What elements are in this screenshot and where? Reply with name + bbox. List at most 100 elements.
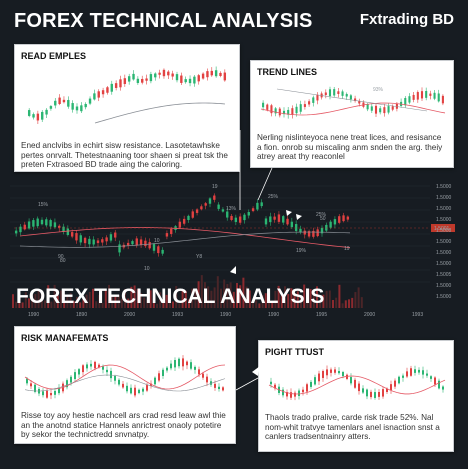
volume-bar: [322, 294, 325, 308]
volume-bar: [280, 294, 283, 308]
candle: [171, 73, 174, 77]
candle: [136, 78, 140, 83]
candle: [200, 206, 203, 210]
chart-annotation: 25%: [268, 194, 279, 200]
axis-tick-label: 1.5000: [436, 294, 452, 300]
candle: [316, 229, 319, 237]
candle: [197, 75, 200, 82]
volume-bar: [82, 299, 85, 308]
volume-bar: [184, 290, 187, 308]
volume-bar: [76, 296, 78, 308]
volume-bar: [264, 293, 267, 308]
volume-bar: [245, 286, 248, 308]
volume-bar: [12, 294, 14, 308]
volume-bar: [140, 292, 142, 308]
candle: [30, 383, 32, 387]
candle: [32, 114, 35, 118]
candle: [132, 73, 135, 80]
trend-lines-title: TREND LINES: [257, 67, 318, 77]
candle: [394, 380, 396, 387]
candle: [131, 241, 134, 245]
candle: [328, 89, 332, 97]
volume-bar: [338, 284, 341, 308]
candle: [86, 364, 88, 369]
candle: [58, 388, 60, 394]
volume-bar: [60, 290, 62, 308]
volume-bar: [50, 301, 53, 308]
candle: [175, 74, 179, 81]
candle: [414, 369, 416, 373]
candle: [62, 226, 65, 232]
candle: [294, 224, 298, 232]
volume-bar: [165, 294, 168, 308]
volume-bar: [162, 302, 165, 308]
candle: [354, 379, 356, 388]
chart-annotation: 10: [144, 266, 150, 272]
volume-bar: [312, 293, 315, 308]
candle: [383, 107, 386, 114]
candle: [303, 104, 306, 107]
candle: [326, 369, 328, 376]
candle: [96, 240, 100, 244]
candle: [105, 237, 108, 242]
volume-bar: [95, 301, 98, 308]
volume-bar: [101, 303, 104, 308]
candle: [418, 369, 420, 373]
volume-bar: [85, 294, 88, 308]
brand-name: Fxtrading BD: [359, 11, 454, 28]
candle: [130, 387, 132, 394]
candle: [67, 99, 70, 107]
candle: [426, 373, 428, 376]
candle: [299, 104, 302, 112]
volume-bar: [226, 283, 229, 308]
candle: [202, 373, 204, 378]
candle: [312, 230, 315, 237]
volume-bar: [92, 288, 94, 308]
moving-average-line: [19, 231, 351, 248]
moving-average-line: [24, 364, 226, 390]
pight-ttust-body: Thaols trado pralive, carde risk trade 5…: [265, 413, 440, 442]
volume-bar: [56, 295, 59, 308]
candle: [366, 104, 369, 110]
candle: [434, 377, 436, 385]
candle: [193, 76, 196, 84]
chart-annotation: 50: [320, 216, 326, 222]
candle: [333, 219, 337, 225]
volume-bar: [200, 275, 203, 308]
candle: [214, 70, 218, 77]
candle: [41, 111, 44, 120]
candle: [126, 242, 130, 246]
volume-bar: [72, 300, 75, 308]
volume-bar: [66, 295, 69, 308]
candle: [195, 209, 199, 213]
volume-bar: [293, 293, 296, 308]
volume-bar: [357, 287, 360, 308]
trend-line: [276, 88, 428, 112]
moving-average-line: [19, 227, 351, 248]
volume-bar: [124, 289, 126, 308]
candle: [266, 104, 269, 110]
volume-bar: [236, 282, 238, 308]
candle: [333, 89, 336, 96]
volume-bar: [261, 295, 264, 308]
axis-tick-label: 1993: [412, 312, 423, 318]
volume-bar: [258, 303, 261, 308]
volume-bar: [328, 290, 331, 308]
candle: [50, 392, 52, 396]
candle: [302, 389, 304, 393]
candle: [157, 246, 160, 254]
volume-bar: [213, 287, 216, 308]
candle: [223, 72, 227, 81]
axis-tick-label: 1.5000: [436, 250, 452, 256]
axis-tick-label: 1995: [316, 312, 327, 318]
volume-bar: [255, 300, 258, 308]
volume-bar: [316, 286, 318, 308]
candle: [303, 230, 306, 235]
candle: [306, 384, 308, 392]
pight-ttust-title: PIGHT TTUST: [265, 347, 324, 357]
candle: [221, 209, 225, 212]
candle: [165, 233, 169, 237]
volume-bar: [181, 289, 184, 308]
candle: [84, 103, 87, 108]
candle: [230, 215, 233, 220]
